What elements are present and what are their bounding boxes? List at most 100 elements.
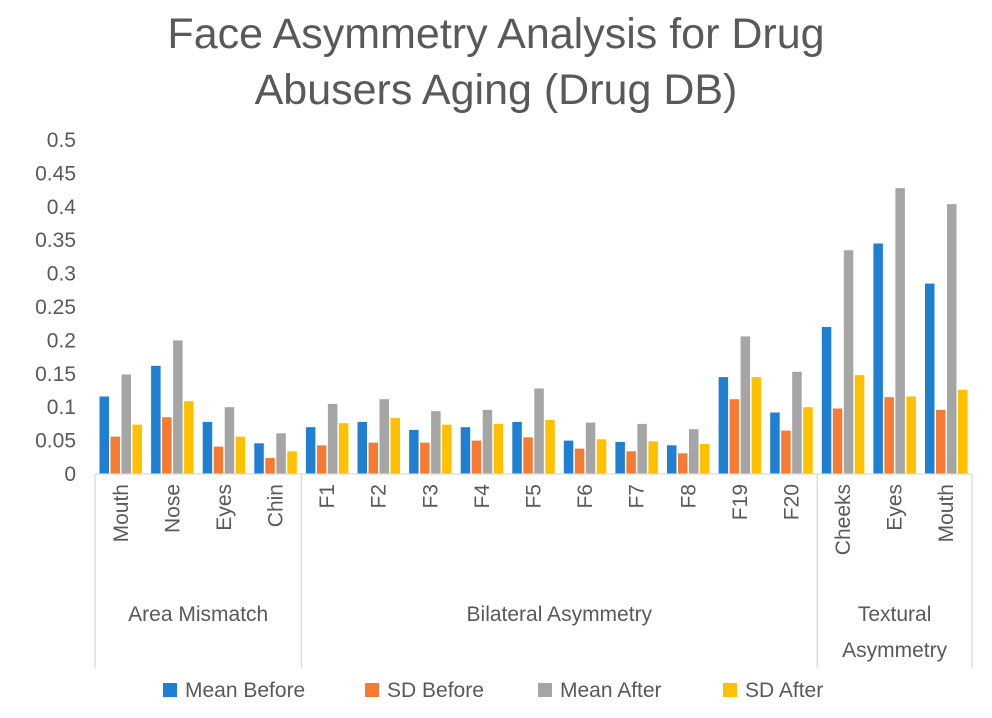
x-tick-label: F1 xyxy=(316,484,339,509)
bar-mean-after xyxy=(173,340,183,474)
bar-mean-after xyxy=(637,423,647,474)
bar-sd-after xyxy=(958,389,968,474)
group-label: Bilateral Asymmetry xyxy=(467,603,653,626)
x-tick-label: Nose xyxy=(161,484,184,533)
bar-mean-after xyxy=(431,411,441,474)
legend-label: Mean After xyxy=(560,679,662,702)
chart-title-line-2: Abusers Aging (Drug DB) xyxy=(254,66,738,114)
bar-sd-before xyxy=(678,453,688,474)
legend-label: SD After xyxy=(745,679,823,702)
y-tick-label: 0.4 xyxy=(47,196,77,219)
bar-sd-after xyxy=(803,407,813,474)
bar-sd-after xyxy=(854,375,865,474)
x-tick-label: F19 xyxy=(729,484,752,520)
bar-sd-after xyxy=(700,443,710,474)
bar-mean-after xyxy=(843,250,854,474)
bar-mean-after xyxy=(379,399,389,474)
bar-sd-after xyxy=(287,451,297,474)
x-tick-label: Mouth xyxy=(110,484,133,542)
x-tick-label: Chin xyxy=(265,484,288,527)
x-tick-label: F2 xyxy=(368,484,391,509)
y-tick-label: 0.15 xyxy=(35,363,76,386)
bar-mean-before xyxy=(305,427,316,474)
bar-mean-before xyxy=(409,429,419,474)
bar-mean-after xyxy=(534,388,544,474)
chart-title: Face Asymmetry Analysis for Drug Abusers… xyxy=(0,6,992,118)
bar-mean-before xyxy=(925,283,935,474)
y-tick-label: 0.2 xyxy=(47,329,76,352)
bar-mean-before xyxy=(821,327,832,474)
bar-mean-before xyxy=(512,421,522,474)
y-tick-label: 0.35 xyxy=(35,229,76,252)
bar-mean-before xyxy=(99,396,109,474)
bar-sd-after xyxy=(184,401,194,474)
x-tick-label: F8 xyxy=(677,484,700,509)
bar-sd-after xyxy=(442,424,452,474)
chart-title-line-1: Face Asymmetry Analysis for Drug xyxy=(167,10,825,58)
bar-sd-before xyxy=(471,440,482,474)
legend-label: Mean Before xyxy=(185,679,305,702)
group-label: Asymmetry xyxy=(842,639,948,662)
y-tick-label: 0.3 xyxy=(47,263,76,286)
bar-mean-after xyxy=(224,407,235,474)
bar-sd-before xyxy=(420,442,430,474)
bar-sd-after xyxy=(751,377,762,474)
y-tick-label: 0.05 xyxy=(35,430,76,453)
bar-sd-before xyxy=(213,446,224,474)
bar-sd-after xyxy=(648,441,658,474)
bar-mean-after xyxy=(947,204,957,474)
legend-swatch xyxy=(538,683,552,697)
x-tick-label: F6 xyxy=(574,484,597,509)
group-label: Textural xyxy=(858,603,932,626)
bar-sd-after xyxy=(390,417,400,474)
legend-swatch xyxy=(723,683,737,697)
legend-swatch xyxy=(365,683,379,697)
bar-mean-before xyxy=(254,443,264,474)
bar-mean-after xyxy=(689,429,699,474)
bar-sd-before xyxy=(884,397,894,474)
bar-sd-before xyxy=(626,451,636,474)
group-label: Area Mismatch xyxy=(128,603,268,626)
bar-sd-before xyxy=(936,409,946,474)
x-tick-label: F7 xyxy=(626,484,649,509)
x-tick-label: F5 xyxy=(523,484,546,509)
y-tick-label: 0.5 xyxy=(47,129,76,152)
bar-mean-before xyxy=(357,421,367,474)
x-tick-label: Cheeks xyxy=(832,484,855,555)
bar-sd-before xyxy=(729,399,740,474)
bar-sd-after xyxy=(596,439,607,474)
bar-mean-after xyxy=(276,433,286,474)
y-tick-label: 0.25 xyxy=(35,296,76,319)
y-tick-label: 0 xyxy=(64,463,76,486)
x-tick-label: F4 xyxy=(471,484,494,509)
bar-sd-before xyxy=(162,417,172,474)
bar-mean-before xyxy=(460,427,471,474)
bar-sd-after xyxy=(545,419,555,474)
bar-mean-before xyxy=(202,421,213,474)
bar-sd-before xyxy=(832,408,843,474)
bar-mean-before xyxy=(667,445,677,474)
bar-mean-before xyxy=(615,441,625,474)
bar-sd-before xyxy=(265,458,275,474)
bar-sd-after xyxy=(906,396,916,474)
bar-mean-before xyxy=(770,412,780,474)
y-tick-label: 0.45 xyxy=(35,162,76,185)
bar-sd-after xyxy=(235,436,246,474)
bar-sd-after xyxy=(132,424,142,474)
y-tick-label: 0.1 xyxy=(47,396,76,419)
legend-swatch xyxy=(163,683,177,697)
bar-sd-before xyxy=(110,436,120,474)
bar-mean-before xyxy=(873,243,883,474)
bar-mean-after xyxy=(895,188,905,474)
bar-sd-before xyxy=(368,442,378,474)
bar-mean-after xyxy=(792,371,802,474)
bar-mean-after xyxy=(327,403,338,474)
bar-sd-after xyxy=(338,423,349,474)
bar-mean-before xyxy=(563,440,574,474)
bar-sd-before xyxy=(574,448,585,474)
bar-mean-after xyxy=(121,374,131,474)
bar-mean-after xyxy=(482,409,493,474)
x-tick-label: Eyes xyxy=(884,484,907,531)
